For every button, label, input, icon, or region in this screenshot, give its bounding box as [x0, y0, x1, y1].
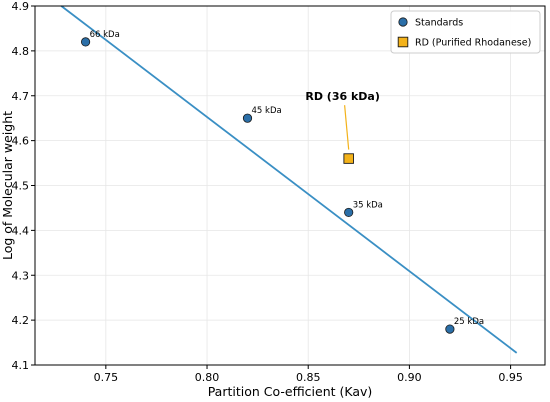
y-tick-label: 4.3	[12, 269, 30, 282]
fit-line	[60, 5, 518, 354]
standard-point	[80, 37, 91, 47]
annotation-arrow	[344, 105, 350, 150]
grid	[35, 5, 545, 366]
rd-point	[343, 153, 354, 164]
annotation-label: RD (36 kDa)	[305, 90, 380, 103]
y-tick-label: 4.6	[12, 135, 30, 148]
x-axis-ticks: 0.75 0.80 0.85 0.90 0.95	[94, 365, 523, 384]
standard-point	[445, 324, 455, 334]
y-tick-label: 4.4	[12, 224, 30, 237]
point-label: 45 kDa	[252, 106, 282, 116]
standard-point	[344, 207, 354, 218]
x-axis-label: Partition Co-efficient (Kav)	[208, 384, 373, 399]
y-axis-label: Log of Molecular weight	[0, 111, 15, 260]
standard-point	[242, 113, 253, 123]
x-tick-label: 0.90	[397, 371, 422, 384]
annotations: RD (36 kDa)	[305, 90, 380, 150]
legend-marker-rd	[397, 36, 409, 48]
point-label: 35 kDa	[353, 200, 383, 210]
x-tick-label: 0.95	[498, 371, 523, 384]
y-tick-label: 4.2	[12, 314, 30, 327]
legend-marker-standards	[398, 17, 408, 27]
y-tick-label: 4.7	[12, 90, 30, 103]
point-label: 25 kDa	[454, 317, 484, 327]
y-tick-label: 4.8	[12, 45, 30, 58]
x-tick-label: 0.85	[296, 371, 321, 384]
legend-box	[390, 10, 541, 54]
y-tick-label: 4.9	[12, 0, 30, 13]
x-tick-label: 0.80	[195, 371, 220, 384]
fit-line-group	[60, 5, 518, 354]
legend-label: Standards	[415, 18, 463, 29]
x-tick-label: 0.75	[94, 371, 119, 384]
y-tick-label: 4.1	[12, 359, 30, 372]
legend: Standards RD (Purified Rhodanese)	[390, 10, 541, 54]
y-axis-ticks: 4.1 4.2 4.3 4.4 4.5 4.6 4.7 4.8 4.9	[12, 0, 35, 372]
data-points: 66 kDa 45 kDa 35 kDa 25 kDa	[80, 30, 484, 334]
legend-label: RD (Purified Rhodanese)	[415, 38, 531, 49]
point-label: 66 kDa	[90, 30, 120, 40]
y-tick-label: 4.5	[12, 180, 30, 193]
